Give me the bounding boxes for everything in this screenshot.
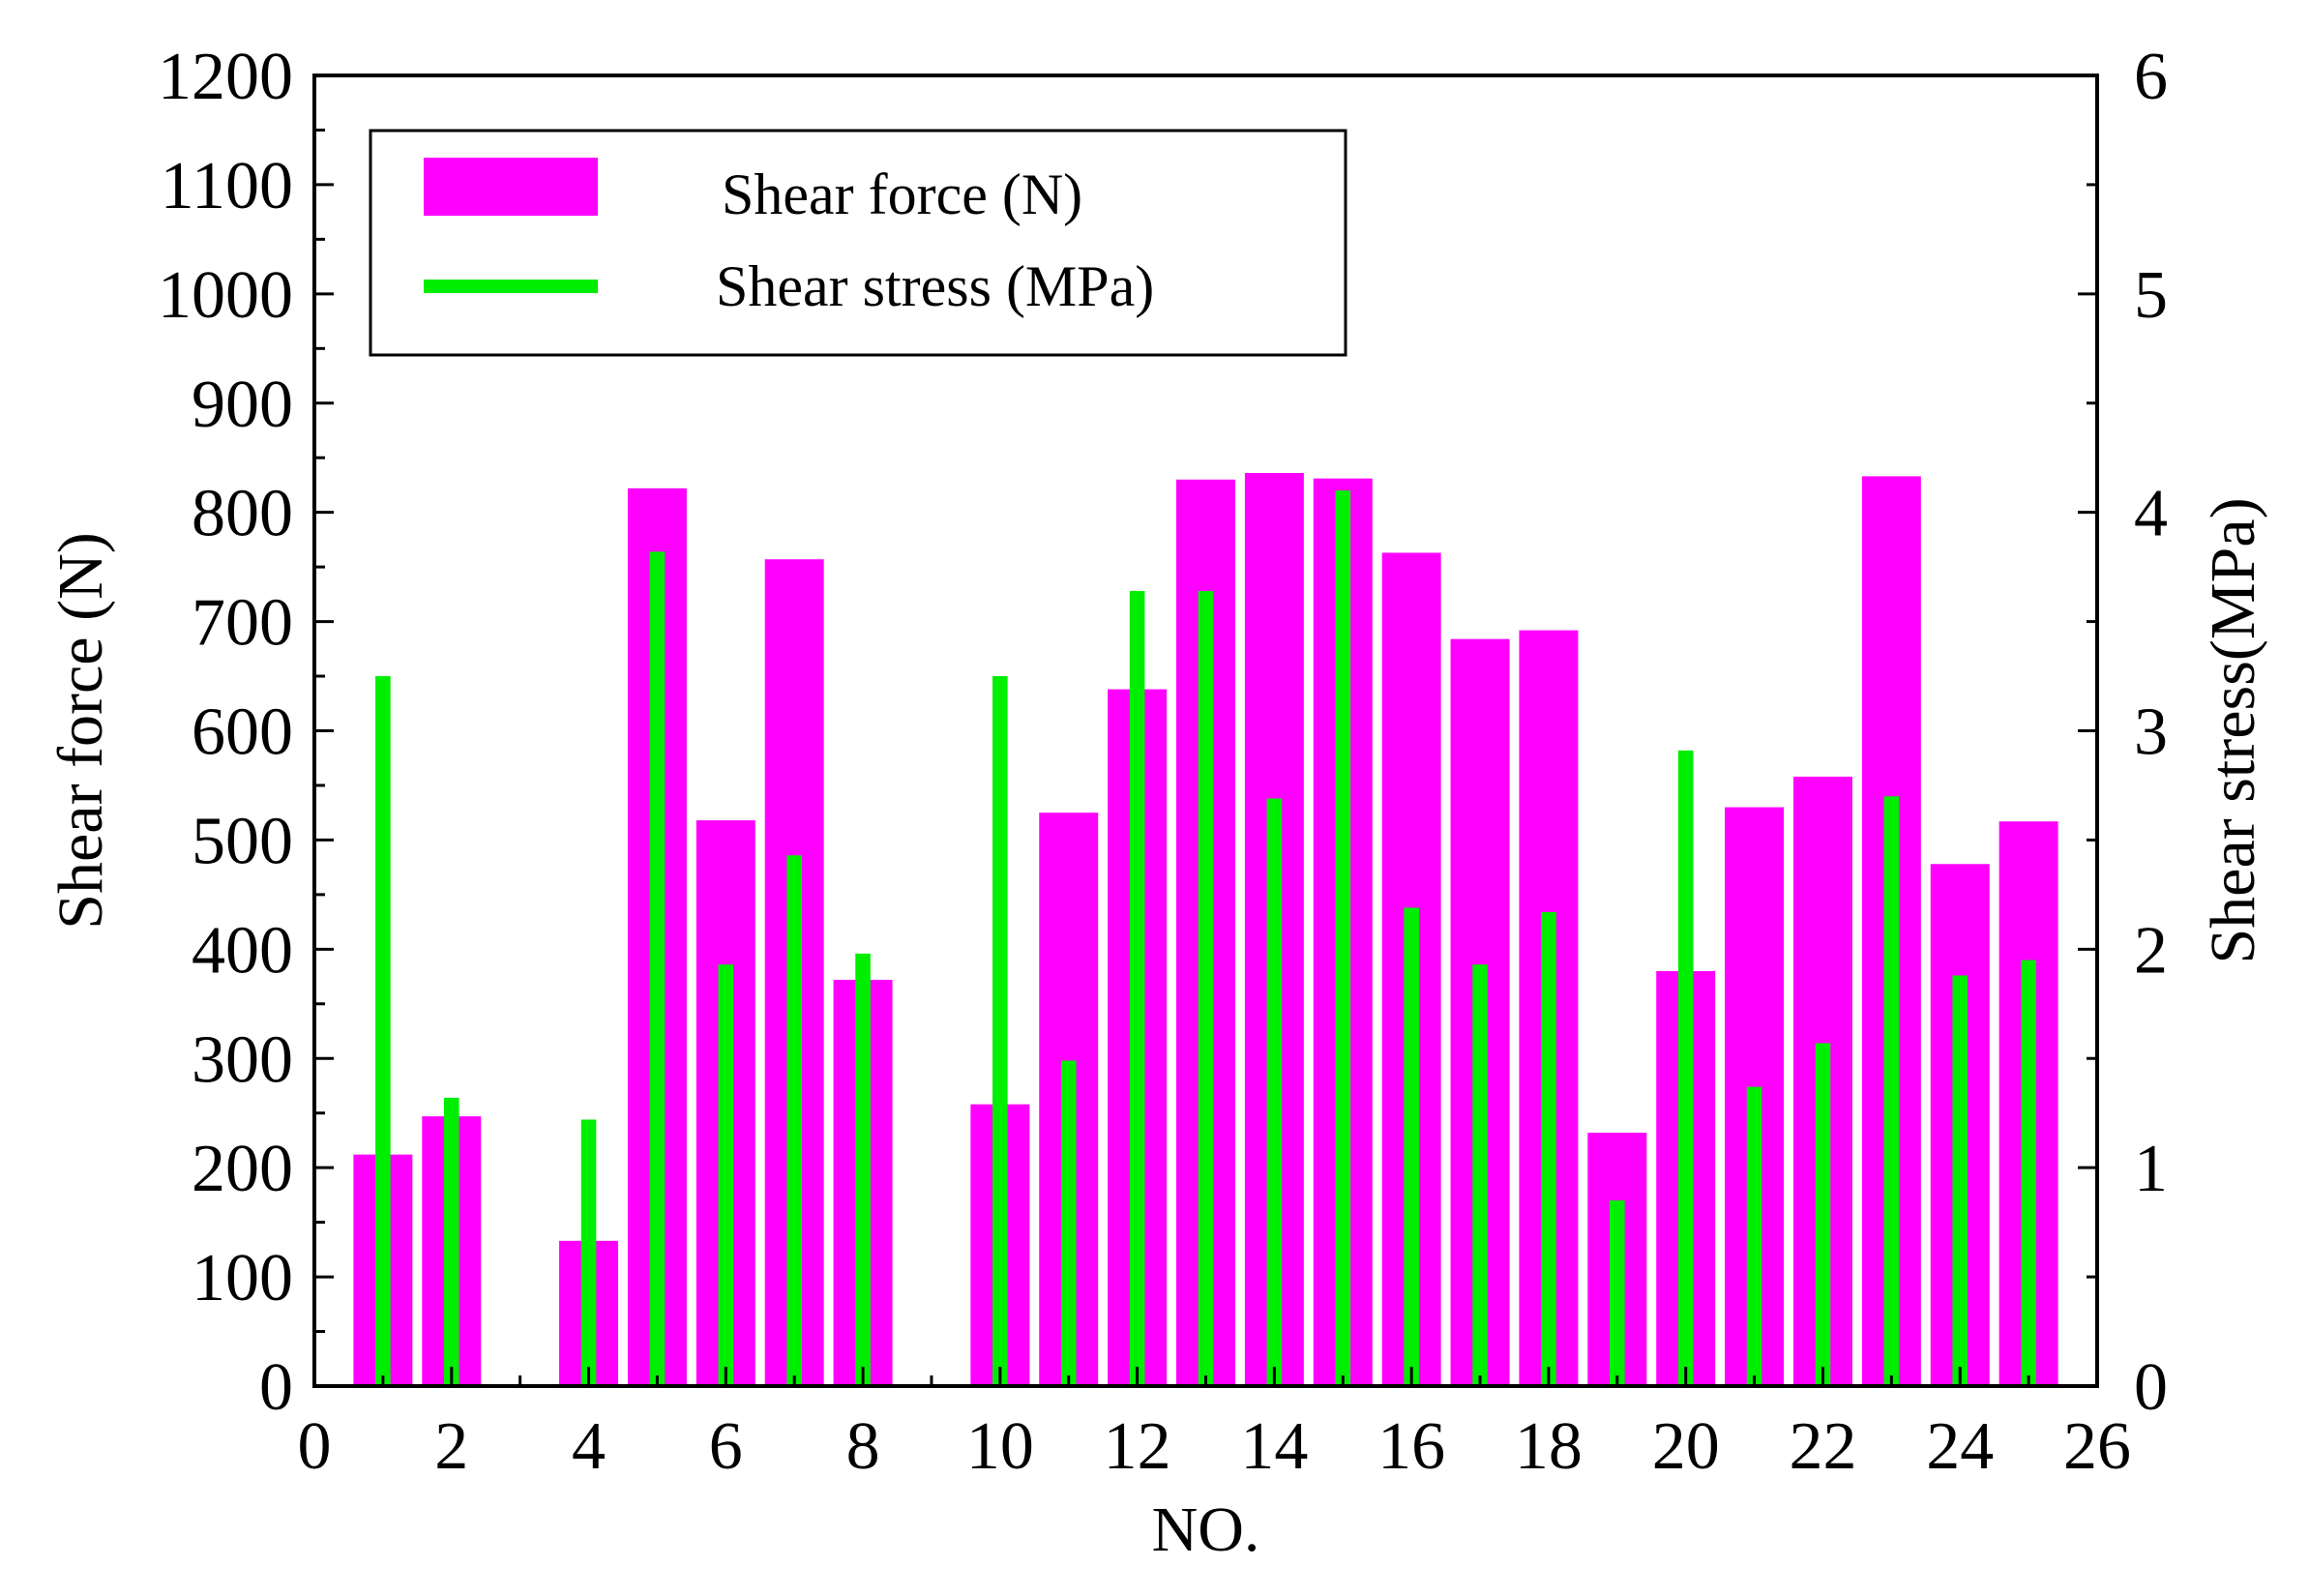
y-tick-label: 1100 (161, 149, 293, 223)
shear-stress-bar (1472, 964, 1488, 1386)
legend: Shear force (N) Shear stress (MPa) (369, 129, 1347, 357)
y-tick-label: 700 (192, 586, 293, 661)
x-tick-label: 6 (709, 1409, 743, 1484)
y-tick-label: 0 (259, 1350, 293, 1425)
shear-stress-bar (1952, 975, 1969, 1386)
y2-tick-label: 5 (2134, 258, 2168, 333)
shear-stress-bar (786, 855, 802, 1386)
legend-force-swatch (424, 158, 598, 216)
shear-stress-bar (1335, 490, 1351, 1386)
legend-stress-swatch (424, 280, 598, 293)
y2-tick-label: 0 (2134, 1350, 2168, 1425)
x-tick-label: 16 (1377, 1409, 1445, 1484)
y-tick-label: 900 (192, 368, 293, 442)
x-tick-label: 0 (298, 1409, 332, 1484)
shear-stress-bar (1198, 590, 1214, 1386)
y-tick-label: 100 (192, 1241, 293, 1315)
y-tick-label: 300 (192, 1022, 293, 1097)
y2-tick-label: 1 (2134, 1132, 2168, 1206)
shear-stress-bar (1677, 750, 1694, 1386)
shear-stress-bar (1060, 1060, 1077, 1386)
y-axis-title: Shear force (N) (45, 532, 116, 929)
x-axis-title: NO. (1152, 1494, 1260, 1565)
x-tick-label: 26 (2063, 1409, 2131, 1484)
shear-stress-bar (855, 953, 871, 1386)
shear-stress-bar (1129, 590, 1145, 1386)
shear-stress-bar (1746, 1086, 1762, 1386)
x-tick-label: 2 (434, 1409, 468, 1484)
x-tick-label: 10 (966, 1409, 1034, 1484)
shear-stress-bar (1404, 907, 1419, 1386)
y2-tick-label: 6 (2134, 40, 2168, 114)
shear-stress-bar (1883, 796, 1900, 1386)
shear-stress-bar (1266, 798, 1283, 1386)
x-tick-label: 18 (1515, 1409, 1583, 1484)
x-tick-label: 14 (1240, 1409, 1308, 1484)
shear-stress-bar (992, 676, 1008, 1386)
y-tick-label: 400 (192, 913, 293, 988)
axis-tick-labels: 0 2 4 6 8 10 12 14 16 18 20 22 24 2601002003004005006… (158, 40, 2168, 1484)
legend-stress-label: Shear stress (MPa) (716, 254, 1154, 318)
y-tick-label: 600 (192, 695, 293, 770)
shear-stress-bar (1815, 1043, 1831, 1386)
shear-stress-bar (443, 1097, 459, 1386)
x-tick-label: 8 (846, 1409, 880, 1484)
shear-stress-bar (375, 676, 391, 1386)
shear-stress-bar (1610, 1200, 1625, 1386)
y2-tick-label: 3 (2134, 695, 2168, 770)
x-tick-label: 12 (1104, 1409, 1171, 1484)
plot-frame (312, 74, 2099, 1388)
x-tick-label: 4 (572, 1409, 606, 1484)
shear-stress-bar (1541, 911, 1556, 1386)
x-tick-label: 20 (1652, 1409, 1720, 1484)
shear-stress-bar (718, 964, 734, 1386)
y2-tick-label: 4 (2134, 477, 2168, 551)
shear-stress-bar (649, 551, 666, 1386)
shear-stress-bar (2021, 960, 2036, 1386)
legend-force-label: Shear force (N) (722, 163, 1082, 226)
shear-stress-bar (580, 1119, 597, 1386)
y2-axis-title: Shear stress(MPa) (2198, 497, 2268, 963)
y2-tick-label: 2 (2134, 913, 2168, 988)
y-tick-label: 500 (192, 804, 293, 878)
y-tick-label: 1200 (158, 40, 293, 114)
y-tick-label: 200 (192, 1132, 293, 1206)
x-tick-label: 22 (1789, 1409, 1856, 1484)
x-tick-label: 24 (1926, 1409, 1994, 1484)
y-tick-label: 1000 (158, 258, 293, 333)
y-tick-label: 800 (192, 477, 293, 551)
shear-stress-bars (375, 490, 2036, 1386)
